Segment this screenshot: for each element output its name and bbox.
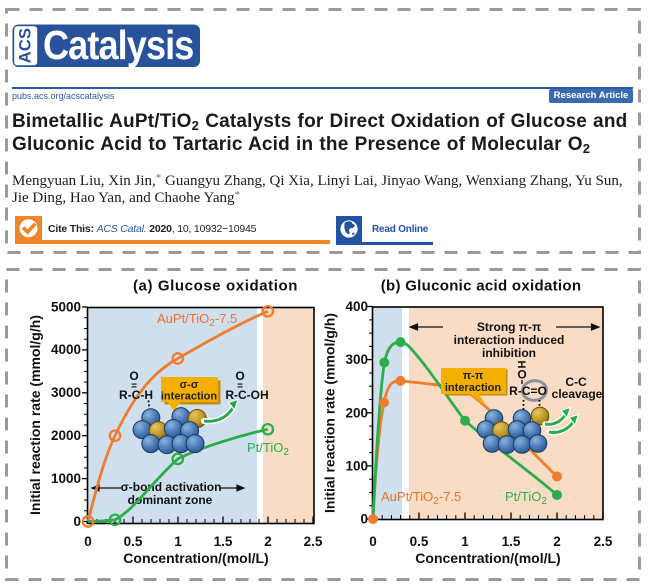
svg-text:300: 300 [345, 352, 368, 367]
svg-text:5000: 5000 [51, 300, 81, 315]
svg-text:R-C=O: R-C=O [509, 384, 547, 398]
svg-text:0: 0 [369, 534, 377, 549]
svg-text:AuPt/TiO2-7.5: AuPt/TiO2-7.5 [381, 489, 461, 507]
svg-text:0: 0 [84, 534, 92, 549]
svg-text:1: 1 [174, 534, 182, 549]
svg-text:=: = [131, 381, 137, 392]
svg-text:(b) Gluconic acid oxidation: (b) Gluconic acid oxidation [381, 278, 582, 295]
svg-text:1000: 1000 [51, 471, 81, 486]
svg-text:R-C-H: R-C-H [119, 388, 153, 402]
svg-text:100: 100 [345, 458, 368, 473]
svg-text:cleavage: cleavage [552, 387, 603, 401]
svg-text:inhibition: inhibition [482, 346, 536, 360]
svg-text:2.5: 2.5 [594, 534, 613, 549]
svg-text:H: H [515, 361, 527, 369]
svg-text:0.5: 0.5 [124, 534, 143, 549]
svg-text:ACS: ACS [17, 28, 35, 63]
svg-text:3000: 3000 [51, 385, 81, 400]
svg-text:Initial reaction rate (mmol/g/: Initial reaction rate (mmol/g/h) [322, 313, 338, 513]
svg-text:Pt/TiO2: Pt/TiO2 [505, 489, 547, 507]
svg-text:2: 2 [553, 534, 561, 549]
svg-text:0: 0 [360, 512, 368, 527]
svg-text:AuPt/TiO2-7.5: AuPt/TiO2-7.5 [157, 311, 237, 329]
svg-text:O: O [235, 369, 244, 383]
svg-text:Concentration/(mol/L): Concentration/(mol/L) [415, 550, 560, 566]
svg-text:interaction: interaction [161, 391, 218, 403]
svg-text:dominant zone: dominant zone [128, 493, 213, 507]
svg-text:σ-bond activation: σ-bond activation [121, 480, 222, 494]
svg-text:Concentration/(mol/L): Concentration/(mol/L) [123, 550, 268, 566]
svg-text:Strong π-π: Strong π-π [477, 320, 541, 334]
svg-text:σ-σ: σ-σ [180, 379, 199, 391]
svg-text:0: 0 [73, 514, 81, 529]
svg-text:Catalysis: Catalysis [43, 24, 194, 68]
svg-text:C-C: C-C [565, 375, 587, 389]
svg-text:Initial reaction rate (mmol/g/: Initial reaction rate (mmol/g/h) [27, 315, 43, 515]
svg-text:O: O [129, 369, 138, 383]
svg-text:400: 400 [345, 299, 368, 314]
svg-text:(a) Glucose oxidation: (a) Glucose oxidation [133, 278, 298, 295]
svg-text:1.5: 1.5 [502, 534, 521, 549]
svg-text:O: O [517, 368, 526, 382]
svg-text:1: 1 [461, 534, 469, 549]
svg-text:Pt/TiO2: Pt/TiO2 [247, 440, 289, 458]
svg-text:=: = [237, 381, 243, 392]
svg-text:π-π: π-π [463, 370, 484, 382]
svg-text:R-C-OH: R-C-OH [225, 388, 268, 402]
svg-text:1.5: 1.5 [214, 534, 233, 549]
svg-text:4000: 4000 [51, 342, 81, 357]
svg-text:2: 2 [264, 534, 272, 549]
svg-text:2000: 2000 [51, 428, 81, 443]
svg-text:2.5: 2.5 [304, 534, 323, 549]
svg-text:interaction: interaction [445, 382, 502, 394]
svg-text:interaction induced: interaction induced [454, 333, 565, 347]
svg-text:0.5: 0.5 [410, 534, 429, 549]
svg-text:200: 200 [345, 405, 368, 420]
